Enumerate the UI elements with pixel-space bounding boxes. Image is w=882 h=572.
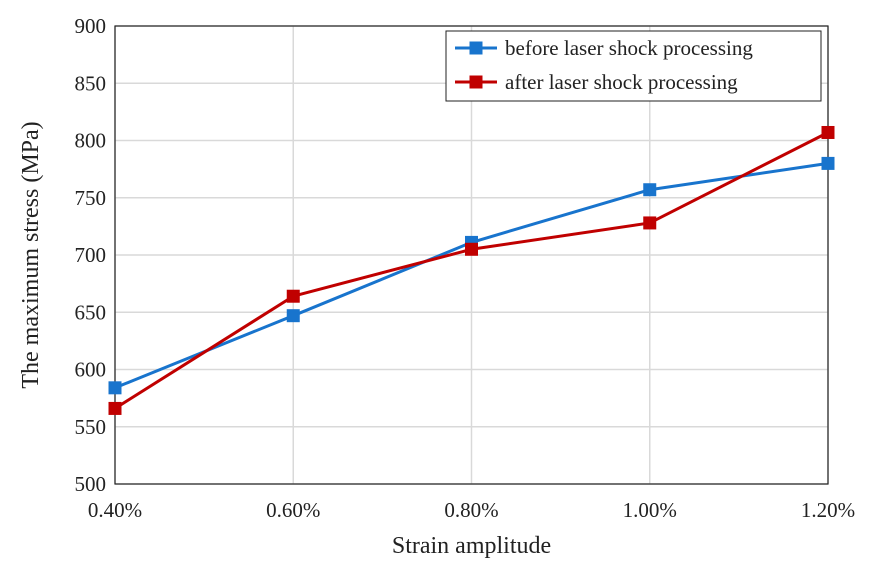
x-tick-label: 1.00% xyxy=(623,498,677,522)
legend-box xyxy=(445,30,822,102)
series-after xyxy=(108,125,835,415)
y-tick-label: 800 xyxy=(75,129,107,153)
legend-label-after: after laser shock processing xyxy=(505,70,738,94)
data-point xyxy=(286,309,300,323)
y-tick-label: 650 xyxy=(75,300,107,324)
plot-frame xyxy=(114,25,829,485)
data-point xyxy=(465,242,478,256)
y-tick-label: 550 xyxy=(75,415,107,439)
y-tick-label: 750 xyxy=(75,186,107,210)
x-tick-label: 0.60% xyxy=(266,498,320,522)
data-point xyxy=(821,156,835,170)
data-point xyxy=(821,125,835,139)
x-tick-label: 0.80% xyxy=(444,498,498,522)
x-tick-label: 0.40% xyxy=(88,498,142,522)
y-tick-label: 600 xyxy=(75,358,107,382)
legend-label-before: before laser shock processing xyxy=(505,36,753,60)
data-point xyxy=(286,289,300,303)
y-tick-label: 500 xyxy=(75,472,107,496)
data-point xyxy=(108,381,122,395)
data-point xyxy=(643,216,657,230)
y-tick-label: 900 xyxy=(75,14,107,38)
x-axis-title: Strain amplitude xyxy=(392,533,551,559)
legend: before laser shock processing after lase… xyxy=(445,30,822,102)
data-point xyxy=(643,183,657,197)
x-axis-ticks: 0.40% 0.60% 0.80% 1.00% 1.20% xyxy=(88,498,855,522)
y-tick-label: 700 xyxy=(75,243,107,267)
x-tick-label: 1.20% xyxy=(801,498,855,522)
legend-marker-after xyxy=(469,75,483,89)
series xyxy=(108,125,835,415)
y-axis-title: The maximum stress (MPa) xyxy=(18,121,44,388)
legend-marker-before xyxy=(469,41,483,55)
data-point xyxy=(108,401,122,415)
series-before xyxy=(108,156,835,395)
y-axis-ticks: 500 550 600 650 700 750 800 850 900 xyxy=(75,14,107,496)
y-tick-label: 850 xyxy=(75,71,107,95)
